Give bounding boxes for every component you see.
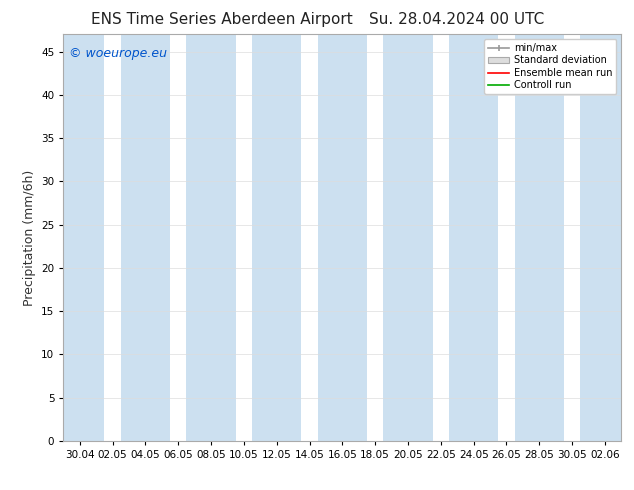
Bar [55,34,105,441]
Text: Su. 28.04.2024 00 UTC: Su. 28.04.2024 00 UTC [369,12,544,27]
Text: © woeurope.eu: © woeurope.eu [69,47,167,59]
Legend: min/max, Standard deviation, Ensemble mean run, Controll run: min/max, Standard deviation, Ensemble me… [484,39,616,94]
Bar [121,34,170,441]
Bar [580,34,630,441]
Bar [449,34,498,441]
Bar [318,34,367,441]
Text: ENS Time Series Aberdeen Airport: ENS Time Series Aberdeen Airport [91,12,353,27]
Bar [515,34,564,441]
Bar [252,34,301,441]
Bar [384,34,432,441]
Y-axis label: Precipitation (mm/6h): Precipitation (mm/6h) [23,170,36,306]
Bar [186,34,236,441]
